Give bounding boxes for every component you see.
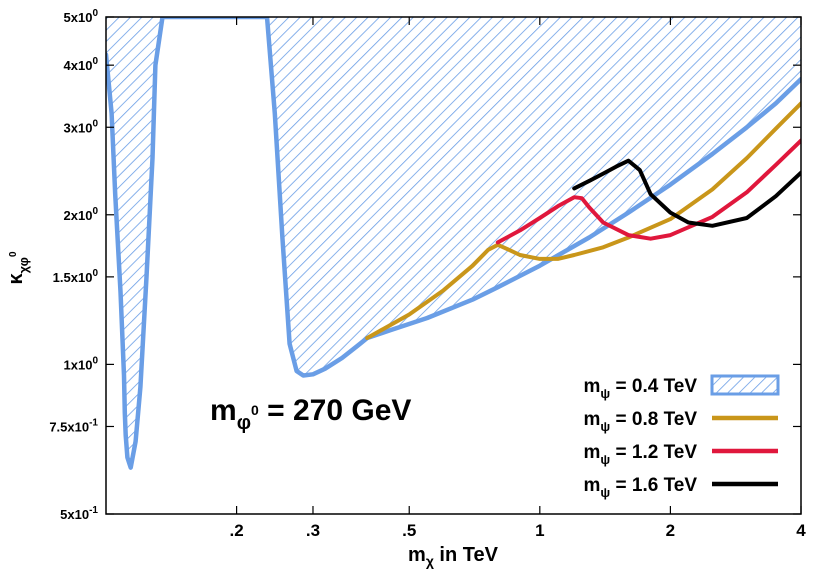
y-tick-label-7: 5x100 <box>64 8 99 25</box>
y-axis-label: κχφ0 <box>5 251 31 284</box>
mass-annotation-sub: φ <box>237 412 251 434</box>
y-axis-label-sup: 0 <box>8 251 19 257</box>
x-tick-label-0: .2 <box>229 521 243 540</box>
series-0-hatch-region <box>106 17 801 468</box>
plot-frame <box>105 16 802 515</box>
x-tick-label-1: .3 <box>306 521 320 540</box>
y-tick-label-3: 1.5x100 <box>53 268 99 285</box>
legend: mψ = 0.4 TeV mψ = 0.8 TeV mψ = 1.2 TeV mψ =… <box>584 374 780 500</box>
y-tick-label-1: 7.5x10-1 <box>49 417 98 434</box>
mass-annotation-rest: = 270 GeV <box>259 394 412 427</box>
legend-label-0: mψ = 0.4 TeV <box>584 376 698 401</box>
y-axis-label-sub: χφ <box>16 257 31 273</box>
y-tick-label-2: 1x100 <box>64 355 99 372</box>
y-tick-label-5: 3x100 <box>64 118 99 135</box>
x-tick-label-2: .5 <box>402 521 416 540</box>
legend-swatch-0 <box>710 374 780 396</box>
legend-label-1: mψ = 0.8 TeV <box>584 409 698 434</box>
x-tick-label-5: 4 <box>796 521 806 540</box>
series-line-0 <box>106 17 801 470</box>
x-axis-label-main: m <box>408 544 426 566</box>
mass-annotation-subsup: 0 <box>251 402 259 418</box>
mass-annotation-main: m <box>210 394 237 427</box>
y-tick-label-4: 2x100 <box>64 206 99 223</box>
series-line-1 <box>365 101 801 340</box>
x-axis-label-sub: χ <box>426 553 434 569</box>
ticks-layer: .2 .3 .5 1 2 4 5x10-1 7.5x10-1 1x100 1.5x100 2x100… <box>49 8 806 540</box>
y-axis-label-main: κ <box>5 273 27 285</box>
series-line-3 <box>572 158 801 228</box>
mass-annotation: mφ0 = 270 GeV <box>210 394 411 434</box>
svg-text:κχφ0: κχφ0 <box>5 251 31 284</box>
x-axis-label: mχ in TeV <box>408 544 499 569</box>
series-line-2 <box>495 138 801 245</box>
x-tick-label-3: 1 <box>535 521 544 540</box>
x-tick-label-4: 2 <box>666 521 675 540</box>
series-layer <box>106 17 801 470</box>
y-tick-label-0: 5x10-1 <box>60 505 98 522</box>
legend-label-3: mψ = 1.6 TeV <box>584 475 698 500</box>
x-axis-label-rest: in TeV <box>434 544 499 566</box>
legend-label-2: mψ = 1.2 TeV <box>584 442 698 467</box>
y-tick-label-6: 4x100 <box>64 56 99 73</box>
